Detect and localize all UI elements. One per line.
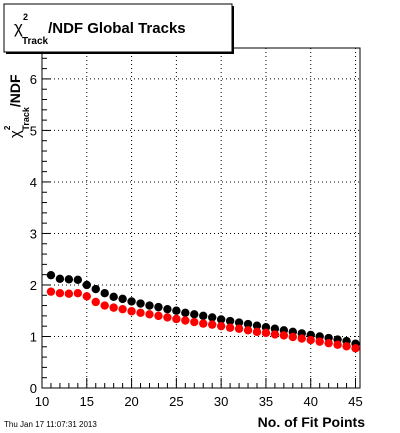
series-1-point	[225, 316, 235, 326]
series-1-point	[172, 306, 181, 315]
series-1-point	[190, 310, 199, 319]
x-tick-label: 20	[124, 394, 138, 409]
series-2-point	[82, 292, 91, 301]
y-tick-label: 3	[30, 226, 37, 241]
series-1-point	[46, 270, 56, 280]
series-1-point	[100, 289, 109, 298]
series-2-point	[243, 326, 253, 335]
y-tick-label: 5	[30, 123, 37, 138]
series-1-point	[163, 304, 172, 314]
data-points	[46, 270, 360, 353]
series-2-point	[154, 311, 163, 321]
series-2-point	[216, 321, 226, 331]
series-2-point	[199, 319, 208, 328]
series-2-point	[64, 289, 74, 298]
series-2-point	[225, 323, 235, 332]
series-2-point	[306, 335, 315, 345]
series-1-point	[243, 319, 253, 329]
title-box: χ2 Track/NDF Global Tracks	[3, 3, 234, 54]
series-1-point	[64, 275, 74, 284]
series-2-point	[172, 314, 181, 324]
series-1-point	[154, 302, 163, 312]
axis-ticks	[41, 57, 357, 389]
series-2-point	[190, 317, 199, 327]
series-2-point	[270, 330, 280, 339]
x-tick-label: 30	[214, 394, 228, 409]
y-tick-label: 1	[30, 329, 37, 344]
series-2-point	[136, 308, 145, 317]
x-tick-label: 25	[169, 394, 183, 409]
series-2-point	[333, 340, 342, 349]
series-2-point	[315, 337, 324, 346]
series-2-point	[127, 307, 136, 316]
series-2-point	[207, 320, 217, 329]
series-1-point	[136, 299, 145, 308]
y-tick-label: 4	[30, 175, 37, 190]
series-1-point	[234, 318, 244, 327]
series-2-point	[297, 334, 306, 343]
series-2-point	[118, 304, 127, 314]
series-2-point	[46, 287, 56, 296]
series-2-point	[55, 289, 65, 298]
series-1-point	[73, 275, 83, 285]
series-2-point	[234, 324, 244, 333]
series-1-point	[91, 284, 100, 294]
series-1-point	[109, 292, 118, 302]
series-2-point	[145, 310, 154, 319]
y-tick-label: 2	[30, 278, 37, 293]
series-1-point	[127, 297, 136, 306]
chart-title: χ2 Track/NDF Global Tracks	[14, 12, 186, 47]
series-2-point	[279, 331, 289, 340]
series-1-point	[207, 313, 217, 322]
series-1-point	[199, 311, 208, 321]
series-1-point	[118, 294, 127, 304]
series-1-point	[145, 301, 154, 310]
timestamp: Thu Jan 17 11:07:31 2013	[4, 420, 97, 429]
series-2-point	[252, 327, 262, 337]
series-1-point	[181, 308, 190, 317]
series-2-point	[163, 313, 172, 322]
x-tick-label: 35	[259, 394, 273, 409]
x-tick-label: 45	[348, 394, 362, 409]
grid-lines	[41, 48, 360, 389]
series-1-point	[216, 315, 226, 324]
x-axis-label: No. of Fit Points	[258, 414, 366, 430]
series-1-point	[55, 274, 65, 283]
series-1-point	[82, 280, 91, 290]
series-2-point	[91, 297, 100, 307]
series-2-point	[100, 301, 109, 310]
series-2-point	[181, 316, 190, 325]
series-2-point	[324, 338, 333, 348]
x-tick-label: 10	[35, 394, 49, 409]
series-2-point	[342, 342, 351, 351]
y-tick-label: 6	[30, 72, 37, 87]
series-2-point	[351, 344, 360, 353]
series-2-point	[288, 332, 298, 342]
x-tick-label: 15	[80, 394, 94, 409]
series-1-point	[252, 321, 262, 330]
y-axis-label: χ2 Track/NDF	[3, 74, 31, 138]
y-tick-label: 0	[30, 381, 37, 396]
x-tick-label: 40	[303, 394, 317, 409]
series-2-point	[73, 289, 83, 298]
series-2-point	[261, 328, 271, 338]
series-2-point	[109, 303, 118, 312]
